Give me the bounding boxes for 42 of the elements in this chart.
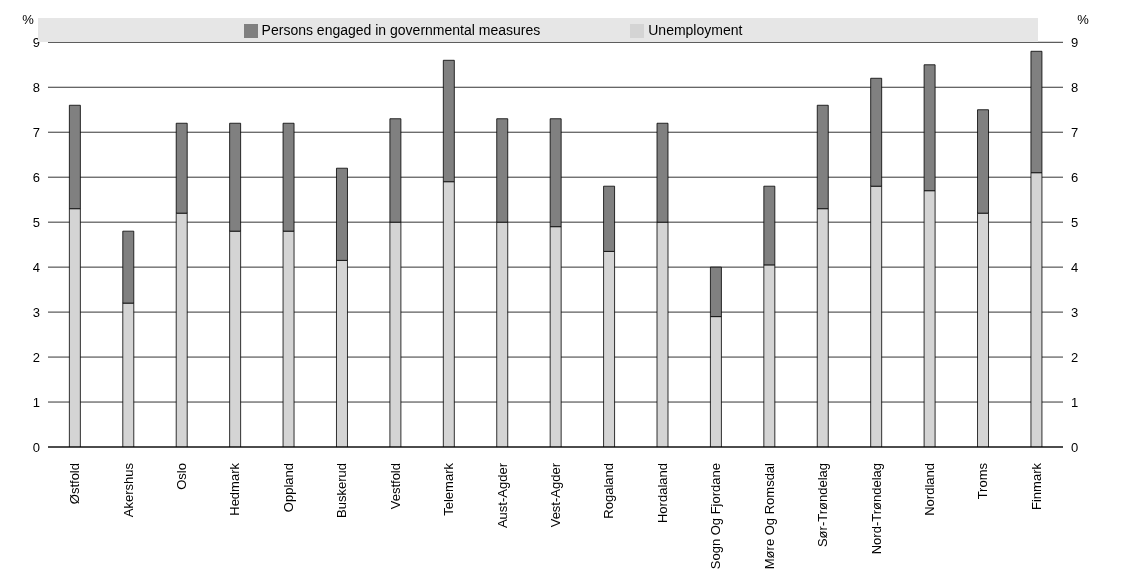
x-tick-label: Hedmark	[227, 462, 243, 516]
y2-tick-label: 7	[1071, 124, 1079, 140]
legend-label: Unemployment	[648, 22, 743, 38]
x-tick-label: Aust-Agder	[494, 462, 510, 529]
y-tick-label: 7	[32, 124, 40, 140]
y-tick-label: 2	[32, 349, 40, 365]
x-tick-label: Telemark	[441, 462, 457, 516]
y-axis-title: %	[22, 12, 35, 28]
x-tick-label: Troms	[975, 462, 991, 500]
x-tick-label: Nordland	[921, 463, 937, 516]
y2-tick-label: 9	[1071, 34, 1079, 50]
x-tick-label: Akershus	[120, 462, 136, 518]
legend-label: Persons engaged in governmental measures	[261, 22, 541, 38]
x-tick-label: Rogaland	[601, 463, 617, 519]
x-tick-label: Østfold	[67, 463, 83, 505]
y2-tick-label: 8	[1071, 79, 1079, 95]
y-tick-label: 8	[32, 79, 40, 95]
y2-tick-label: 1	[1071, 394, 1079, 410]
y2-tick-label: 4	[1071, 259, 1079, 275]
y-tick-label: 4	[32, 259, 40, 275]
x-tick-label: Vestfold	[387, 463, 403, 510]
y-tick-label: 3	[32, 304, 40, 320]
y-tick-label: 0	[32, 439, 40, 455]
x-tick-label: Sør-Trøndelag	[815, 463, 831, 548]
x-tick-label: Møre Og Romsdal	[761, 462, 777, 570]
y2-tick-label: 5	[1071, 214, 1079, 230]
x-tick-label: Oslo	[174, 463, 190, 490]
y-tick-label: 6	[32, 169, 40, 185]
y2-axis-title: %	[1077, 12, 1090, 28]
x-tick-label: Buskerud	[334, 463, 350, 518]
x-tick-label: Nord-Trøndelag	[868, 463, 884, 555]
y-tick-label: 5	[32, 214, 40, 230]
y2-tick-label: 2	[1071, 349, 1079, 365]
x-tick-label: Vest-Agder	[548, 462, 563, 528]
y2-tick-label: 6	[1071, 169, 1079, 185]
x-tick-label: Sogn Og Fjordane	[708, 463, 724, 570]
y2-tick-label: 0	[1071, 439, 1079, 455]
x-tick-label: Oppland	[280, 463, 296, 513]
x-tick-label: Finmark	[1028, 462, 1044, 510]
x-tick-label: Hordaland	[654, 463, 670, 523]
y2-tick-label: 3	[1071, 304, 1079, 320]
y-tick-label: 1	[32, 394, 40, 410]
